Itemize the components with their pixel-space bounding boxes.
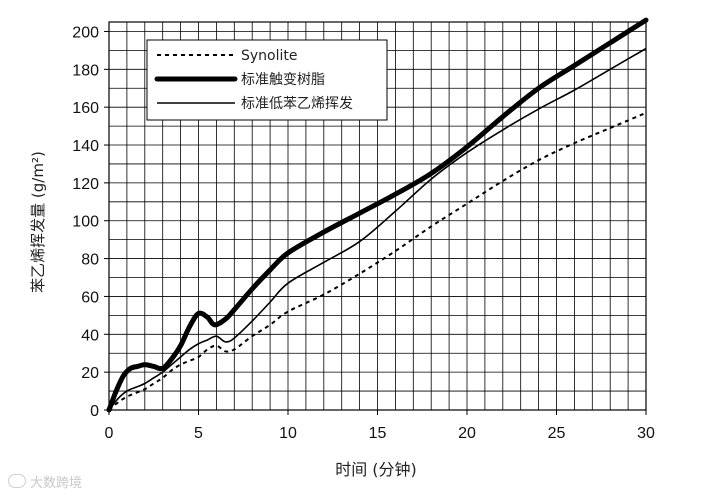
x-tick-label: 15 [369,425,387,442]
x-tick-label: 25 [548,425,566,442]
x-axis-label: 时间 (分钟) [335,460,417,479]
legend-label-2: 标准触变树脂 [241,72,325,88]
watermark-logo-icon [8,474,26,488]
x-tick-label: 10 [279,425,297,442]
y-tick-label: 200 [72,24,99,41]
y-tick-label: 80 [81,252,99,269]
y-axis-label: 苯乙烯挥发量 (g/m²) [29,151,47,293]
series-layer [106,17,649,413]
y-tick-label: 140 [72,138,99,155]
series-line-1 [108,111,647,411]
y-tick-label: 160 [72,100,99,117]
y-tick-label: 100 [72,214,99,231]
y-tick-label: 60 [81,289,99,306]
x-tick-label: 0 [105,425,114,442]
legend-label-1: Synolite [241,48,298,64]
y-tick-label: 0 [90,403,99,420]
y-tick-label: 40 [81,327,99,344]
y-tick-label: 20 [81,365,99,382]
x-tick-label: 5 [194,425,203,442]
x-tick-label: 20 [458,425,476,442]
y-tick-label: 180 [72,62,99,79]
series-line-3 [108,47,647,411]
grid [109,22,646,410]
y-tick-label: 120 [72,176,99,193]
series-line-2 [106,17,649,413]
axis-ticks: 0 20 40 60 80 100 120 140 160 180 200 0 5 10 15 20 25 30 [72,24,655,442]
x-tick-label: 30 [637,425,655,442]
legend-label-3: 标准低苯乙烯挥发 [241,95,353,112]
watermark-text: 大数跨境 [30,476,83,491]
